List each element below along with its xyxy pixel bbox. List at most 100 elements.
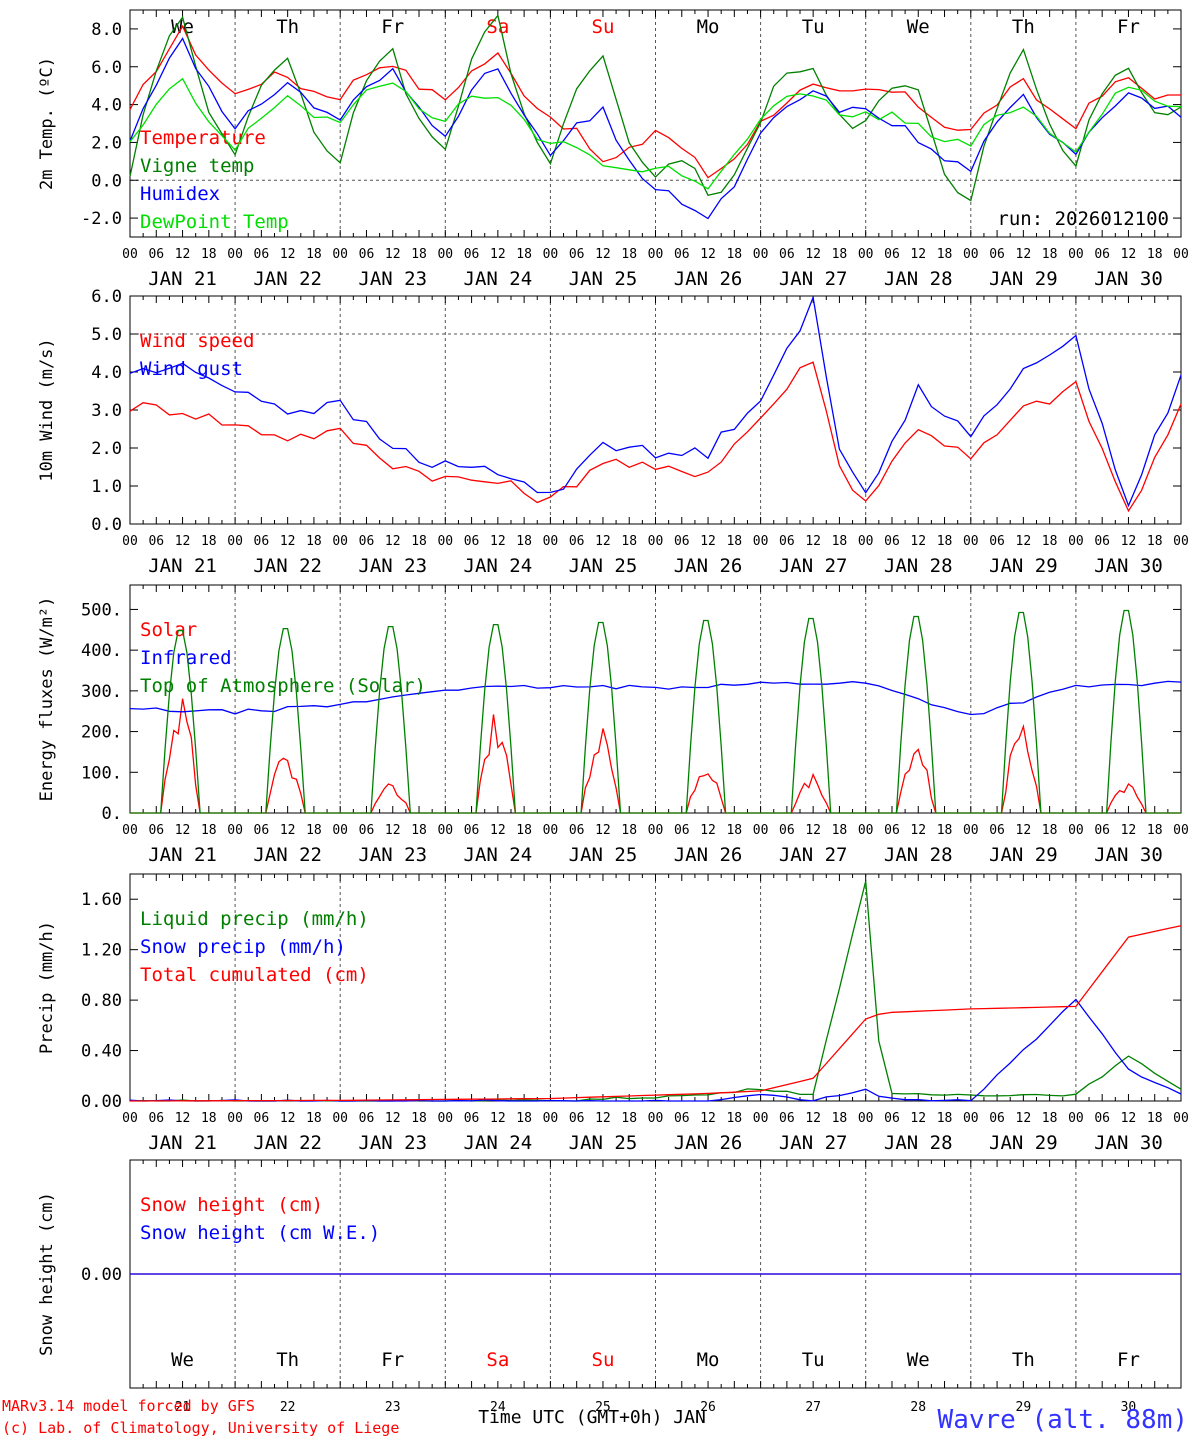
legend-liquid-precip-mm-h-: Liquid precip (mm/h) [140,908,369,930]
y-tick-label: 2.0 [91,133,122,153]
y-tick-label: -2.0 [81,209,122,229]
x-hour-label: 06 [884,247,900,262]
weekday-label: We [907,16,930,38]
x-day-label: JAN 21 [148,268,217,290]
weekday-label: Tu [802,16,825,38]
x-hour-label: 18 [306,1111,322,1126]
x-hour-label: 00 [753,823,769,838]
x-hour-label: 06 [359,247,375,262]
weekday-label: Fr [1117,16,1140,38]
x-hour-label: 12 [280,1111,296,1126]
day-number-label: 30 [1121,1400,1137,1415]
x-hour-label: 00 [858,1111,874,1126]
x-hour-label: 18 [1042,534,1058,549]
x-day-label: JAN 26 [674,268,743,290]
weekday-label: Fr [1117,1349,1140,1371]
x-hour-label: 00 [437,823,453,838]
x-hour-label: 00 [1173,1111,1189,1126]
x-hour-label: 12 [490,1111,506,1126]
y-tick-label: 0.00 [81,1092,122,1112]
x-hour-label: 06 [148,823,164,838]
weekday-label: We [907,1349,930,1371]
x-hour-label: 00 [122,823,138,838]
x-hour-label: 12 [175,823,191,838]
x-hour-label: 06 [569,247,585,262]
x-hour-label: 18 [1147,1111,1163,1126]
x-hour-label: 18 [726,823,742,838]
x-hour-label: 00 [648,534,664,549]
x-hour-label: 00 [437,534,453,549]
series-line-infrared [129,680,1182,716]
x-hour-label: 18 [832,247,848,262]
x-hour-label: 18 [516,534,532,549]
x-hour-label: 00 [963,247,979,262]
x-day-label: JAN 28 [884,268,953,290]
x-hour-label: 06 [464,823,480,838]
x-day-label: JAN 24 [464,555,533,577]
x-hour-label: 06 [569,823,585,838]
panel-3: 0. 100. 200. 300. 400. 500. Energy fluxes (W/m… [37,584,1189,866]
x-hour-label: 12 [175,1111,191,1126]
weekday-label: Sa [486,1349,509,1371]
x-hour-label: 18 [621,1111,637,1126]
x-hour-label: 00 [858,823,874,838]
day-number-label: 23 [385,1400,401,1415]
x-hour-label: 00 [963,534,979,549]
x-hour-label: 06 [254,534,270,549]
x-hour-label: 12 [805,823,821,838]
x-hour-label: 18 [726,534,742,549]
y-tick-label: 6.0 [91,287,122,307]
weekday-label: Tu [802,1349,825,1371]
x-hour-label: 06 [779,534,795,549]
day-number-label: 27 [805,1400,821,1415]
legend-total-cumulated-cm-: Total cumulated (cm) [140,964,369,986]
x-day-label: JAN 29 [989,844,1058,866]
x-day-label: JAN 27 [779,268,848,290]
x-hour-label: 12 [910,534,926,549]
x-hour-label: 00 [753,534,769,549]
run-annotation: run: 2026012100 [997,208,1169,230]
x-hour-label: 06 [1094,1111,1110,1126]
panel-4: 0.00 0.40 0.80 1.20 1.60 Precip (mm/h) 00 06 12 1… [37,873,1189,1154]
x-hour-label: 00 [227,247,243,262]
lab-credit: (c) Lab. of Climatology, University of L… [2,1419,399,1437]
x-hour-label: 12 [175,534,191,549]
legend-infrared: Infrared [140,647,232,669]
y-tick-label: 2.0 [91,439,122,459]
x-hour-label: 00 [858,247,874,262]
x-hour-label: 18 [201,247,217,262]
x-hour-label: 06 [1094,534,1110,549]
y-axis-label: Snow height (cm) [37,1192,57,1356]
day-number-label: 21 [175,1400,191,1415]
y-tick-label: 100. [81,763,122,783]
x-day-label: JAN 23 [358,1132,427,1154]
x-hour-label: 12 [910,823,926,838]
day-number-label: 24 [490,1400,506,1415]
day-number-label: 25 [595,1400,611,1415]
x-hour-label: 00 [122,534,138,549]
x-hour-label: 06 [674,823,690,838]
x-hour-label: 00 [753,1111,769,1126]
x-day-label: JAN 26 [674,555,743,577]
x-hour-label: 12 [1016,1111,1032,1126]
x-hour-label: 18 [832,1111,848,1126]
x-hour-label: 00 [227,823,243,838]
y-axis-label: 10m Wind (m/s) [37,338,57,481]
x-hour-label: 12 [1121,247,1137,262]
x-hour-label: 12 [910,1111,926,1126]
x-day-label: JAN 24 [464,1132,533,1154]
x-hour-label: 00 [437,1111,453,1126]
x-day-label: JAN 21 [148,844,217,866]
x-hour-label: 06 [1094,823,1110,838]
x-day-label: JAN 22 [253,555,322,577]
legend-vigne-temp: Vigne temp [140,155,254,177]
x-hour-label: 00 [332,247,348,262]
x-hour-label: 18 [411,247,427,262]
legend-temperature: Temperature [140,127,266,149]
series-line-humidex [129,37,1182,220]
x-hour-label: 00 [332,534,348,549]
x-day-label: JAN 25 [569,844,638,866]
y-axis-label: Precip (mm/h) [37,921,57,1054]
x-hour-label: 12 [280,823,296,838]
y-tick-label: 0.00 [81,1265,122,1285]
